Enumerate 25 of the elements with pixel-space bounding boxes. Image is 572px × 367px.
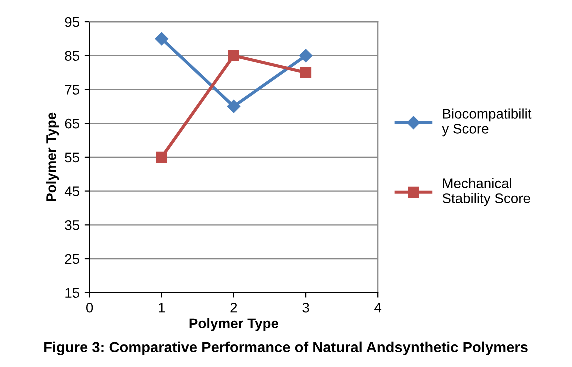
x-tick-label: 3 <box>302 302 310 313</box>
y-tick-label: 55 <box>65 152 80 163</box>
y-tick-label: 45 <box>64 186 80 196</box>
point <box>300 67 312 78</box>
x-tick-label: 4 <box>374 303 382 313</box>
y-tick-label: 95 <box>65 17 80 28</box>
caption: Figure 3: Comparative Performance of Natural Andsynthetic Polymers <box>44 342 528 356</box>
point <box>227 100 241 114</box>
y-tick-label: 35 <box>65 220 80 230</box>
y-tick-label: 85 <box>65 51 80 62</box>
legend-label: Biocompatibility Score <box>442 108 532 137</box>
y-axis-title: Polymer Type <box>46 112 60 202</box>
point <box>156 152 168 163</box>
point <box>228 50 240 62</box>
y-tick-label: 25 <box>65 254 80 264</box>
point <box>155 32 168 46</box>
point <box>299 49 313 62</box>
x-axis-title: Polymer Type <box>190 318 279 332</box>
legend-label: Mechanical Stability Score <box>442 178 530 206</box>
x-tick-label: 0 <box>86 302 94 313</box>
x-tick-label: 1 <box>159 303 166 313</box>
y-tick-label: 75 <box>65 85 80 95</box>
x-tick-label: 2 <box>230 302 238 313</box>
y-tick-label: 15 <box>66 288 80 298</box>
y-tick-label: 65 <box>65 118 80 129</box>
